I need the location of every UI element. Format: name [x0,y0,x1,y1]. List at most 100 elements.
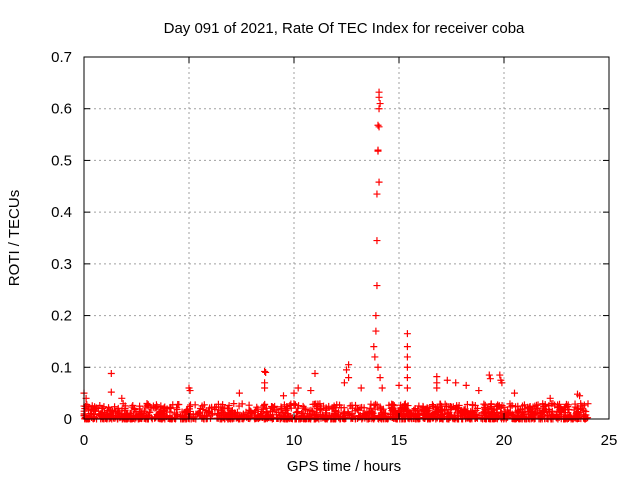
data-point [319,411,327,419]
data-point [403,363,411,371]
plot-frame [83,56,610,420]
data-point [105,404,113,412]
data-point [260,402,268,410]
data-point [271,402,279,410]
y-tick-label: 0 [64,411,72,428]
data-point [462,381,470,389]
data-point [378,384,386,392]
data-point [411,405,419,413]
data-point [208,411,216,419]
data-point [89,405,97,413]
data-point [88,402,96,410]
data-point [280,392,287,400]
data-point [400,401,408,409]
data-point [345,374,353,382]
data-point [354,405,362,413]
data-point [100,403,108,411]
data-point [194,409,202,417]
data-point [343,366,350,374]
data-point [202,407,210,415]
data-point [497,404,505,412]
x-tick-label: 10 [286,432,303,449]
data-point [471,402,479,410]
data-point [294,408,302,416]
data-point [377,404,385,412]
data-point [574,414,582,422]
data-point [261,413,269,421]
data-point [369,413,377,421]
data-point [200,401,208,409]
data-point [475,387,483,395]
data-point [281,406,289,414]
data-point [168,414,176,422]
data-point [388,401,396,409]
data-point [119,400,127,408]
data-point [144,401,152,409]
data-point [546,394,554,402]
data-point [396,408,404,416]
data-point [305,414,313,422]
data-point [222,412,230,420]
data-point [539,411,547,419]
data-point [341,414,349,422]
data-point [345,361,353,369]
data-point [419,403,427,411]
data-point [486,375,494,383]
data-point [580,411,588,419]
data-point [114,414,122,422]
data-point [405,414,413,422]
data-point [558,408,566,416]
data-point [403,343,411,351]
data-point [570,406,578,414]
data-point [143,399,151,407]
data-point [360,404,368,412]
data-point [121,407,129,415]
data-point [382,409,390,417]
y-axis-label: ROTI / TECUs [6,190,23,286]
data-point [129,401,137,409]
x-tick-label: 5 [185,432,193,449]
data-point [337,404,345,412]
data-point [186,387,194,395]
x-axis-label: GPS time / hours [287,458,401,475]
data-point [111,403,119,411]
data-point [376,403,384,411]
data-point [348,404,356,412]
data-point [496,371,504,379]
data-point [370,401,378,409]
data-point [539,400,547,408]
data-point [562,403,570,411]
data-point [480,409,488,417]
data-point [463,400,471,408]
data-point [301,405,309,413]
data-point [261,384,269,392]
data-point [127,411,135,419]
data-point [534,401,542,409]
data-point [81,414,89,422]
y-tick-label: 0.5 [51,152,72,169]
data-point [361,411,369,419]
data-point [440,405,448,413]
data-point [160,410,168,418]
data-point [527,409,535,417]
data-point [460,409,468,416]
data-point [238,400,246,408]
data-point [225,402,233,410]
data-point [490,406,498,414]
data-point [235,389,243,397]
data-point [128,403,136,411]
y-tick-label: 0.3 [51,256,72,273]
data-point [269,414,277,422]
data-point [100,411,108,419]
chart-title: Day 091 of 2021, Rate Of TEC Index for r… [164,20,525,37]
data-point [424,414,432,422]
data-point [254,405,262,413]
data-point [245,401,253,409]
data-point [485,371,493,379]
data-point [395,381,403,389]
data-point [376,100,384,108]
data-point [433,384,441,392]
data-point [103,407,111,415]
data-point [513,408,521,416]
